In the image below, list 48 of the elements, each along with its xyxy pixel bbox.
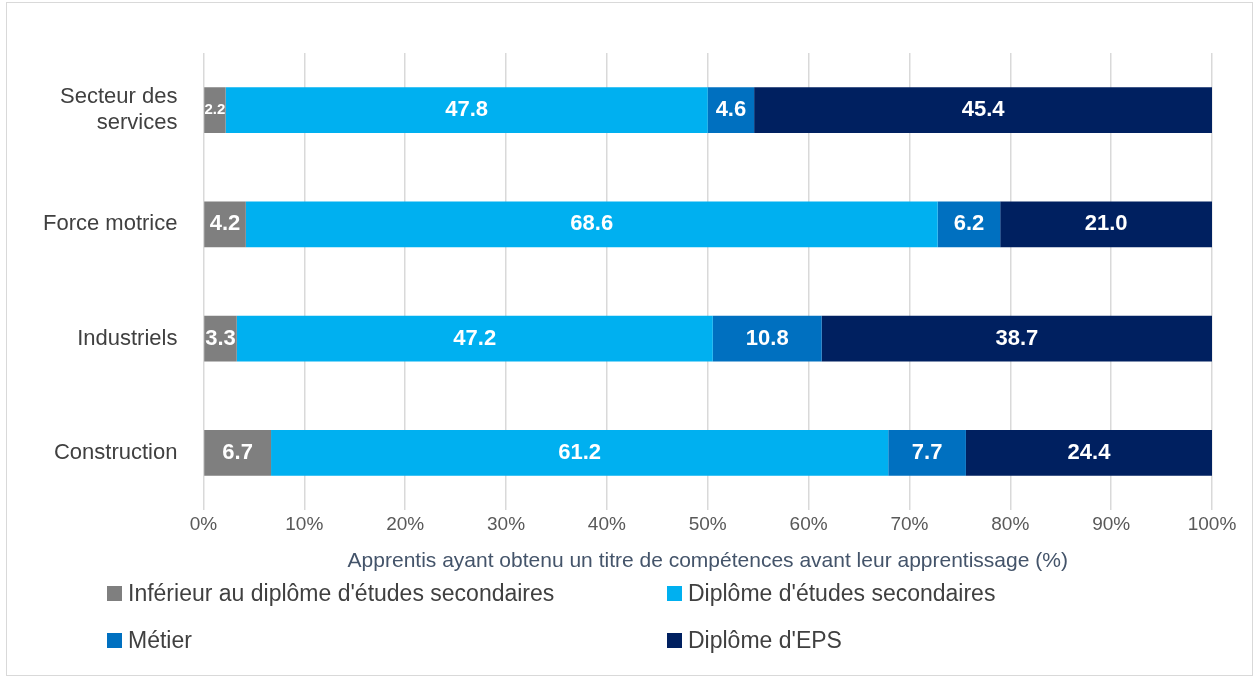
x-tick-label: 60% <box>789 512 828 534</box>
x-tick-label: 0% <box>189 512 218 534</box>
bar <box>821 315 1212 362</box>
bar <box>225 87 708 133</box>
x-axis-title: Apprentis ayant obtenu un titre de compétences avant leur apprentissage (%) <box>347 548 1068 572</box>
x-tick-label: 50% <box>688 512 727 534</box>
data-label: 38.7 <box>995 324 1039 350</box>
data-label: 45.4 <box>961 96 1006 122</box>
bar <box>271 430 889 476</box>
data-label: 10.8 <box>745 324 789 350</box>
bar <box>1000 201 1212 248</box>
bar <box>965 430 1212 476</box>
x-tick-label: 40% <box>587 512 626 534</box>
bar <box>204 430 272 476</box>
data-label: 4.2 <box>209 210 241 236</box>
x-tick-label: 80% <box>991 512 1030 534</box>
legend-label: Diplôme d'études secondaires <box>688 580 996 607</box>
bar <box>245 201 938 248</box>
data-label: 47.2 <box>453 324 497 350</box>
data-label: 2.2 <box>204 100 226 118</box>
legend-label: Métier <box>128 627 192 654</box>
x-tick-label: 90% <box>1092 512 1131 534</box>
x-tick-label: 100% <box>1187 512 1237 534</box>
x-tick-label: 20% <box>386 512 425 534</box>
data-label: 4.6 <box>715 96 747 122</box>
y-tick-label: Force motrice <box>42 210 178 236</box>
legend-label: Inférieur au diplôme d'études secondaires <box>128 580 555 607</box>
data-label: 7.7 <box>911 438 943 464</box>
x-tick-label: 30% <box>487 512 526 534</box>
y-tick-label: Secteur des services <box>60 82 178 135</box>
bar <box>236 315 713 362</box>
data-label: 3.3 <box>205 324 236 350</box>
data-label: 6.7 <box>222 438 253 464</box>
data-label: 61.2 <box>558 438 602 464</box>
y-tick-label: Industriels <box>77 324 178 350</box>
data-label: 47.8 <box>445 96 489 122</box>
bar <box>712 315 822 362</box>
y-tick-label: Construction <box>53 438 178 464</box>
bar <box>204 87 226 133</box>
legend-label: Diplôme d'EPS <box>688 627 842 654</box>
data-label: 68.6 <box>570 210 614 236</box>
data-label: 24.4 <box>1067 438 1112 464</box>
data-label: 6.2 <box>953 210 985 236</box>
x-tick-label: 10% <box>285 512 324 534</box>
bar <box>754 87 1212 133</box>
x-tick-label: 70% <box>890 512 929 534</box>
data-label: 21.0 <box>1084 210 1128 236</box>
bar <box>888 430 966 476</box>
